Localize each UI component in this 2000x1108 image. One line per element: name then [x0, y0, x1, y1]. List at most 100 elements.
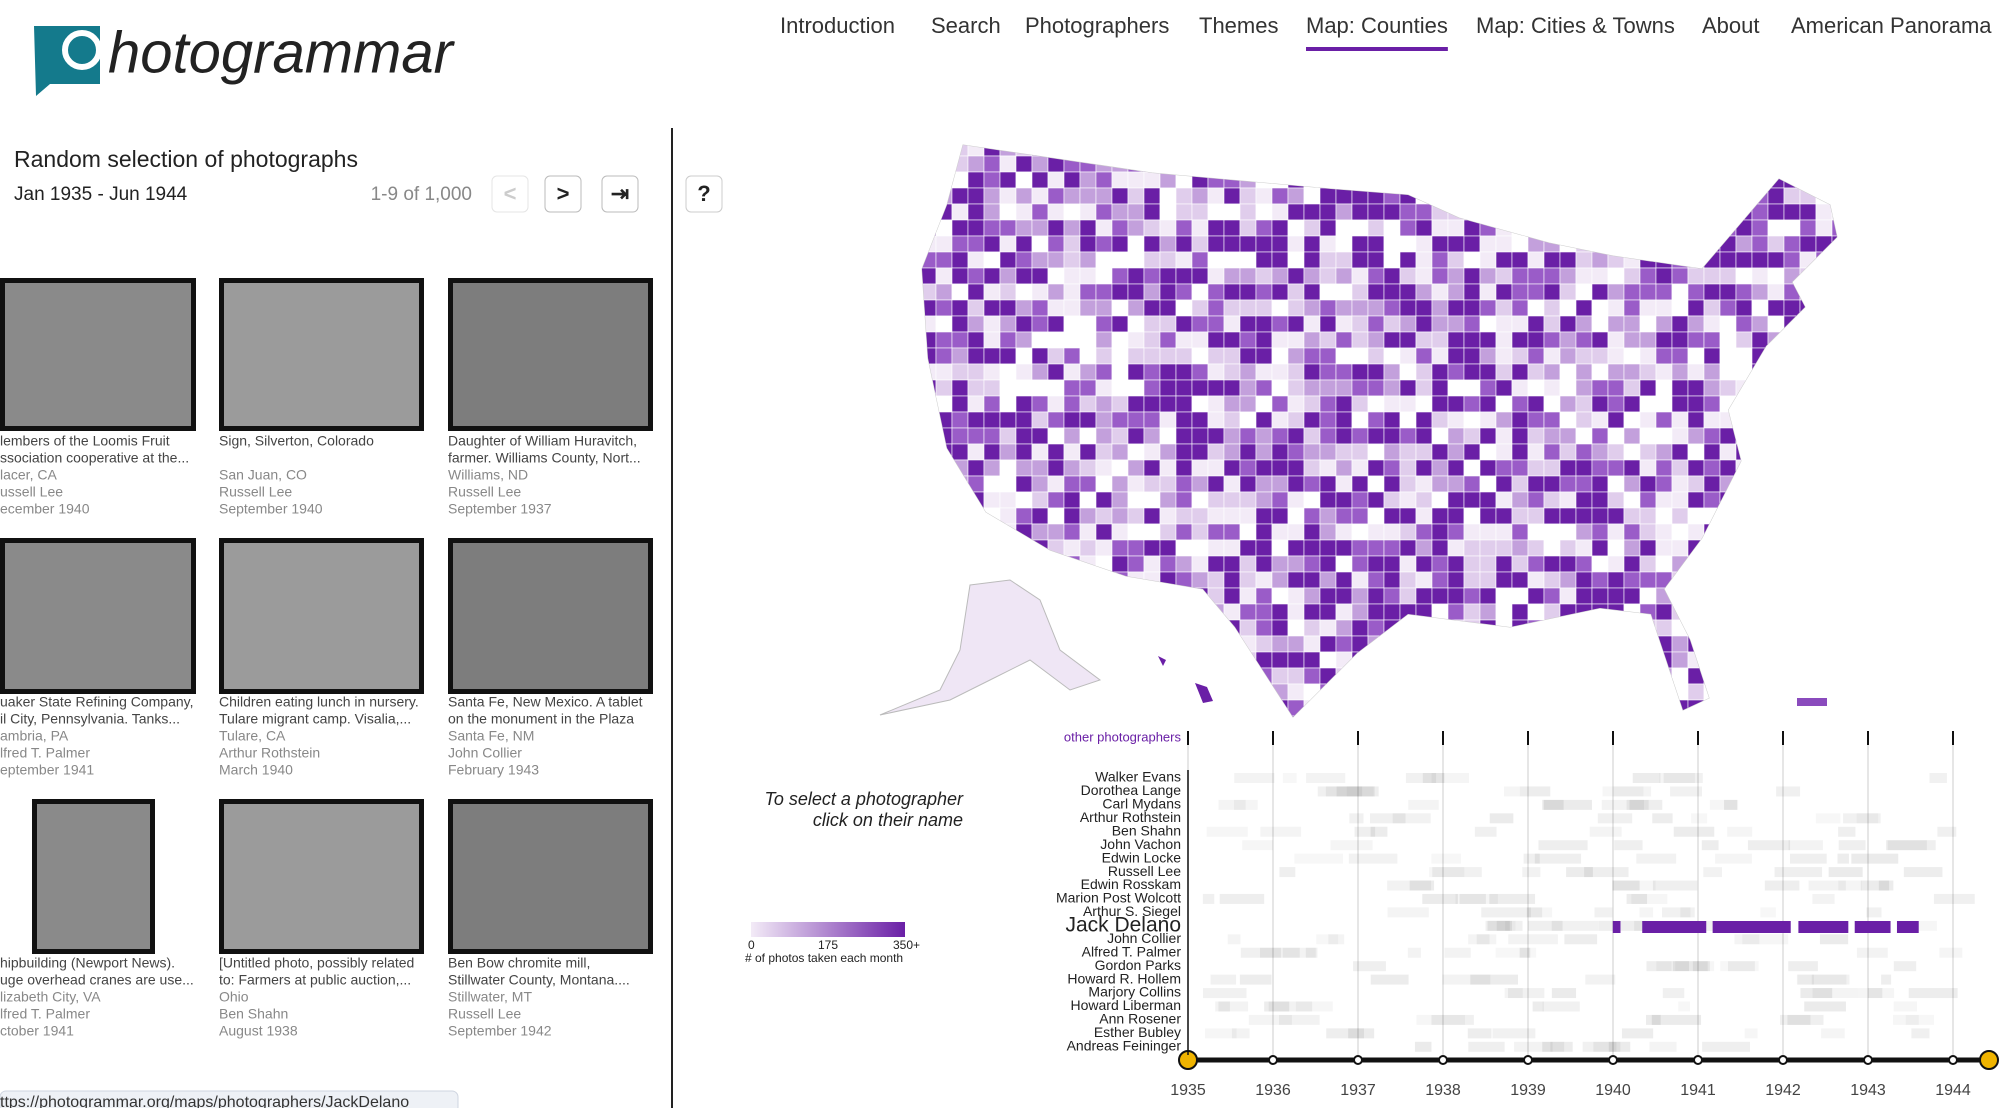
map-county[interactable]: [1207, 555, 1225, 573]
map-county[interactable]: [1463, 395, 1481, 413]
map-county[interactable]: [1415, 283, 1433, 301]
map-county[interactable]: [1719, 571, 1737, 589]
map-county[interactable]: [1111, 587, 1129, 605]
map-county[interactable]: [1415, 219, 1433, 237]
map-county[interactable]: [1047, 283, 1065, 301]
map-county[interactable]: [1383, 587, 1401, 605]
map-county[interactable]: [1687, 267, 1705, 285]
map-county[interactable]: [1223, 587, 1241, 605]
map-county[interactable]: [967, 427, 985, 445]
map-county[interactable]: [1175, 363, 1193, 381]
map-county[interactable]: [1367, 379, 1385, 397]
map-county[interactable]: [1303, 635, 1321, 653]
map-county[interactable]: [1191, 715, 1209, 732]
map-county[interactable]: [1335, 475, 1353, 493]
map-county[interactable]: [1399, 315, 1417, 333]
map-county[interactable]: [999, 251, 1017, 269]
help-label[interactable]: ?: [697, 181, 710, 206]
map-county[interactable]: [1479, 219, 1497, 237]
map-county[interactable]: [1607, 619, 1625, 637]
map-county[interactable]: [1831, 523, 1848, 541]
map-county[interactable]: [1367, 635, 1385, 653]
map-county[interactable]: [1463, 459, 1481, 477]
map-county[interactable]: [1047, 459, 1065, 477]
map-county[interactable]: [1335, 155, 1353, 173]
map-county[interactable]: [1303, 283, 1321, 301]
map-county[interactable]: [1559, 683, 1577, 701]
map-county[interactable]: [1671, 219, 1689, 237]
map-county[interactable]: [935, 379, 953, 397]
map-county[interactable]: [1655, 140, 1673, 157]
map-county[interactable]: [935, 459, 953, 477]
map-county[interactable]: [1159, 235, 1177, 253]
map-county[interactable]: [1207, 411, 1225, 429]
map-county[interactable]: [1335, 171, 1353, 189]
year-marker[interactable]: [1608, 1055, 1618, 1065]
map-county[interactable]: [1719, 555, 1737, 573]
map-county[interactable]: [1239, 555, 1257, 573]
map-county[interactable]: [1511, 251, 1529, 269]
map-county[interactable]: [1223, 715, 1241, 732]
map-county[interactable]: [1255, 363, 1273, 381]
map-county[interactable]: [1495, 507, 1513, 525]
map-county[interactable]: [1719, 651, 1737, 669]
map-county[interactable]: [1703, 539, 1721, 557]
map-county[interactable]: [1047, 523, 1065, 541]
map-county[interactable]: [1719, 683, 1737, 701]
map-county[interactable]: [1783, 363, 1801, 381]
map-county[interactable]: [1175, 587, 1193, 605]
map-county[interactable]: [1399, 651, 1417, 669]
map-county[interactable]: [1447, 267, 1465, 285]
map-county[interactable]: [1111, 267, 1129, 285]
map-county[interactable]: [1639, 283, 1657, 301]
map-county[interactable]: [1319, 251, 1337, 269]
map-county[interactable]: [1063, 603, 1081, 621]
map-county[interactable]: [1079, 651, 1097, 669]
map-county[interactable]: [983, 475, 1001, 493]
page-button-label[interactable]: <: [504, 181, 517, 206]
photographer-name[interactable]: Gordon Parks: [1095, 957, 1181, 973]
map-county[interactable]: [1815, 443, 1833, 461]
map-county[interactable]: [1671, 539, 1689, 557]
map-county[interactable]: [1383, 219, 1401, 237]
map-county[interactable]: [1719, 347, 1737, 365]
logo-text[interactable]: hotogrammar: [108, 20, 456, 85]
map-county[interactable]: [1015, 459, 1033, 477]
map-county[interactable]: [1127, 411, 1145, 429]
map-county[interactable]: [1831, 539, 1848, 557]
map-county[interactable]: [1767, 331, 1785, 349]
map-county[interactable]: [1223, 267, 1241, 285]
map-county[interactable]: [1447, 683, 1465, 701]
map-county[interactable]: [1431, 140, 1449, 157]
map-county[interactable]: [920, 331, 937, 349]
map-county[interactable]: [1223, 331, 1241, 349]
map-county[interactable]: [1207, 699, 1225, 717]
map-county[interactable]: [1479, 411, 1497, 429]
map-county[interactable]: [1415, 203, 1433, 221]
map-county[interactable]: [1335, 651, 1353, 669]
map-county[interactable]: [1399, 235, 1417, 253]
map-county[interactable]: [1495, 187, 1513, 205]
map-county[interactable]: [1479, 315, 1497, 333]
map-county[interactable]: [1127, 491, 1145, 509]
map-county[interactable]: [1383, 651, 1401, 669]
map-county[interactable]: [1271, 283, 1289, 301]
map-county[interactable]: [1415, 155, 1433, 173]
range-handle[interactable]: [1979, 1050, 1999, 1070]
map-county[interactable]: [1447, 475, 1465, 493]
map-county[interactable]: [1591, 523, 1609, 541]
map-county[interactable]: [999, 411, 1017, 429]
map-county[interactable]: [1063, 331, 1081, 349]
map-county[interactable]: [983, 283, 1001, 301]
map-county[interactable]: [1831, 155, 1848, 173]
map-county[interactable]: [1783, 203, 1801, 221]
map-county[interactable]: [1031, 395, 1049, 413]
map-county[interactable]: [1255, 539, 1273, 557]
map-county[interactable]: [1079, 699, 1097, 717]
map-county[interactable]: [1607, 603, 1625, 621]
map-county[interactable]: [1383, 603, 1401, 621]
map-county[interactable]: [1639, 219, 1657, 237]
map-county[interactable]: [1319, 507, 1337, 525]
map-county[interactable]: [1527, 507, 1545, 525]
map-county[interactable]: [1511, 171, 1529, 189]
